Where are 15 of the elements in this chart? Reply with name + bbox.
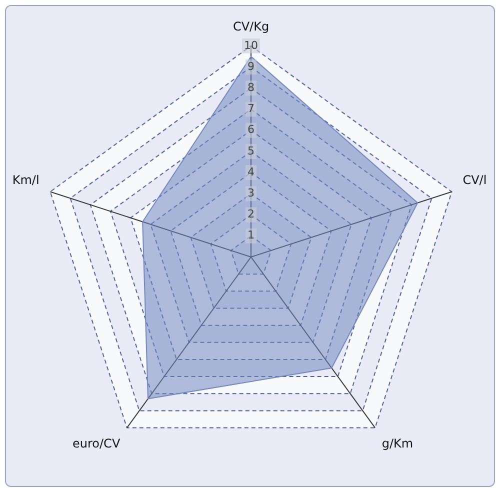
y-tick-label: 8	[248, 80, 254, 94]
y-tick-label: 5	[248, 144, 254, 158]
spoke-label: g/Km	[382, 436, 414, 450]
y-tick-label: 6	[248, 123, 254, 136]
y-tick-label: 3	[248, 186, 254, 200]
y-tick-label: 7	[248, 102, 254, 116]
spoke-label: Km/l	[12, 173, 40, 188]
y-tick-label: 1	[248, 228, 254, 242]
spoke-label: CV/l	[462, 173, 487, 188]
y-tick-label: 2	[248, 208, 254, 221]
y-tick-label: 4	[248, 165, 254, 178]
y-tick-label: 9	[248, 60, 254, 73]
spoke-label: CV/Kg	[232, 19, 270, 34]
spoke-label: euro/CV	[72, 436, 121, 450]
y-tick-label: 10	[244, 38, 258, 52]
